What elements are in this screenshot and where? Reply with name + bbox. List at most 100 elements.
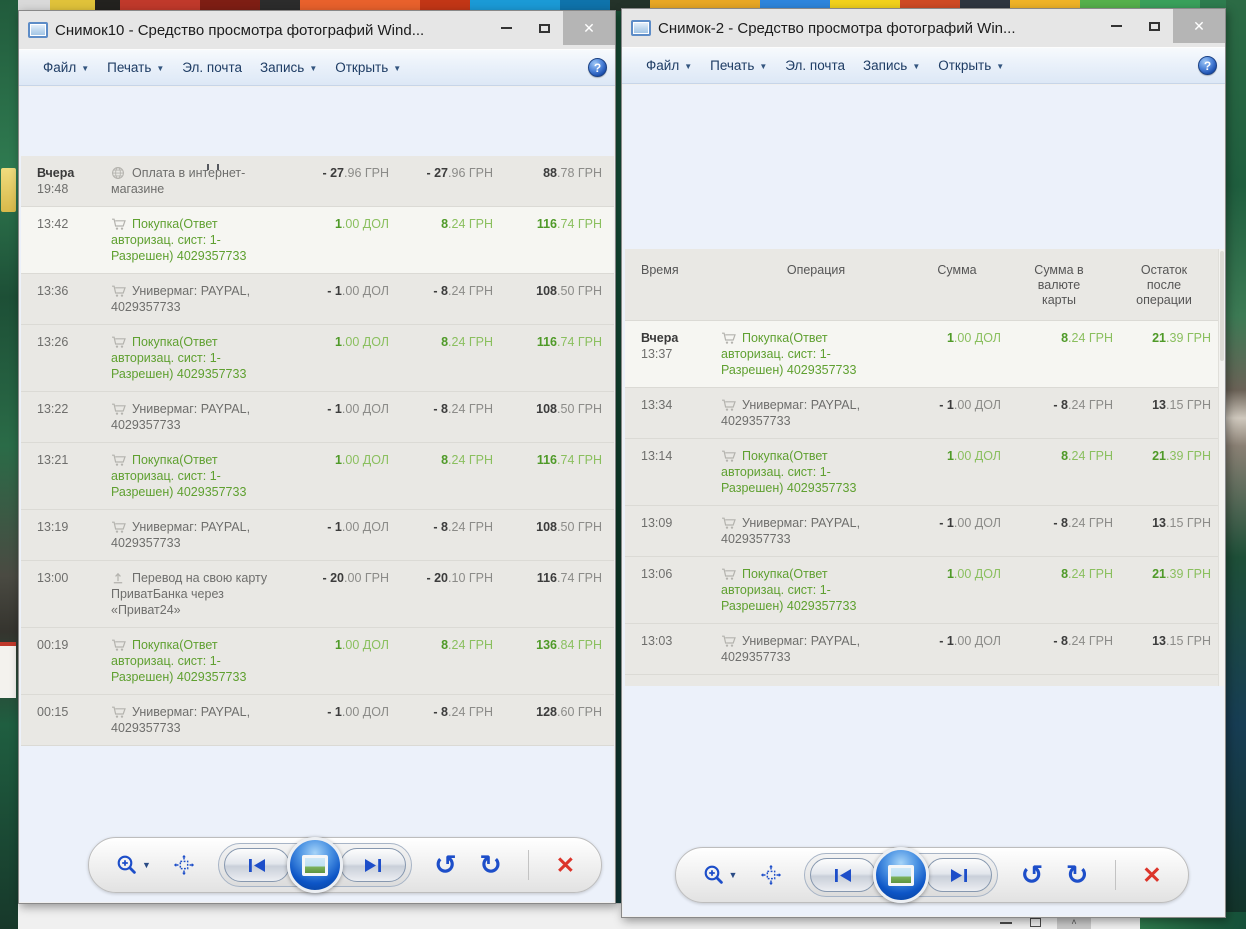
rotate-clockwise-button[interactable]: ↻ bbox=[479, 852, 502, 879]
transaction-balance-after: 136.84 ГРН bbox=[536, 638, 602, 652]
transaction-amount-card-currency: 8.24 ГРН bbox=[441, 335, 493, 349]
transaction-row: 13:21 Покупка(Ответ авторизац. сист: 1-Ра… bbox=[21, 443, 614, 510]
transaction-amount-card-currency: 8.24 ГРН bbox=[1061, 331, 1113, 345]
maximize-button[interactable] bbox=[1135, 9, 1173, 43]
cart-icon bbox=[721, 634, 737, 647]
transaction-description: Покупка(Ответ авторизац. сист: 1-Разреше… bbox=[721, 331, 857, 377]
desktop-folder-icon bbox=[1, 168, 16, 212]
transaction-amount-card-currency: - 8.24 ГРН bbox=[1053, 398, 1113, 412]
menu-open[interactable]: Открыть ▼ bbox=[335, 60, 402, 75]
close-button[interactable]: ✕ bbox=[1173, 9, 1225, 43]
chevron-up-icon: ˄ bbox=[1057, 916, 1091, 929]
transaction-balance-after: 108.50 ГРН bbox=[536, 402, 602, 416]
transaction-time: Вчера 13:37 bbox=[641, 330, 721, 378]
transaction-description: Универмаг: PAYPAL, 4029357733 bbox=[111, 520, 251, 550]
previous-button[interactable] bbox=[223, 848, 290, 882]
zoom-button[interactable]: ▼ bbox=[115, 853, 151, 877]
transaction-description: Универмаг: PAYPAL, 4029357733 bbox=[111, 705, 251, 735]
minimize-button[interactable] bbox=[487, 11, 525, 45]
transaction-amount-card-currency: 8.24 ГРН bbox=[441, 453, 493, 467]
transaction-amount-card-currency: 8.24 ГРН bbox=[441, 638, 493, 652]
transaction-time: 13:21 bbox=[37, 453, 69, 467]
menu-file[interactable]: Файл ▼ bbox=[43, 60, 90, 75]
transaction-amount: 1.00 ДОЛ bbox=[334, 217, 389, 231]
maximize-button[interactable] bbox=[525, 11, 563, 45]
transaction-description: Покупка(Ответ авторизац. сист: 1-Разреше… bbox=[111, 638, 247, 684]
minimize-button[interactable] bbox=[1097, 9, 1135, 43]
fit-to-window-icon bbox=[174, 854, 195, 876]
transaction-time: 13:09 bbox=[641, 516, 673, 530]
rotate-clockwise-button[interactable]: ↻ bbox=[1066, 862, 1089, 889]
transaction-amount: - 1.00 ДОЛ bbox=[327, 520, 389, 534]
transaction-amount-card-currency: - 8.24 ГРН bbox=[433, 705, 493, 719]
rotate-clockwise-icon: ↻ bbox=[1065, 859, 1089, 891]
maximize-icon bbox=[538, 23, 550, 33]
title-bar[interactable]: Снимок10 - Средство просмотра фотографий… bbox=[19, 11, 615, 49]
transaction-balance-after: 13.15 ГРН bbox=[1152, 398, 1211, 412]
rotate-counterclockwise-button[interactable]: ↺ bbox=[434, 852, 457, 879]
close-icon: ✕ bbox=[583, 19, 595, 36]
chevron-down-icon: ▼ bbox=[759, 62, 768, 71]
transaction-amount-card-currency: 8.24 ГРН bbox=[1061, 449, 1113, 463]
slideshow-button[interactable] bbox=[873, 847, 930, 903]
transaction-balance-after: 21.39 ГРН bbox=[1152, 567, 1211, 581]
transaction-time: 13:00 bbox=[37, 571, 69, 585]
menu-email[interactable]: Эл. почта bbox=[785, 58, 846, 73]
transaction-time: 13:19 bbox=[37, 520, 69, 534]
delete-icon: ✕ bbox=[555, 851, 575, 878]
title-bar[interactable]: Снимок-2 - Средство просмотра фотографий… bbox=[622, 9, 1225, 47]
slideshow-button[interactable] bbox=[286, 837, 343, 893]
delete-button[interactable]: ✕ bbox=[1142, 863, 1161, 887]
close-button[interactable]: ✕ bbox=[563, 11, 615, 45]
fit-to-window-button[interactable] bbox=[760, 864, 782, 886]
transaction-balance-after: 108.50 ГРН bbox=[536, 284, 602, 298]
previous-button[interactable] bbox=[810, 858, 877, 892]
transaction-amount: - 1.00 ДОЛ bbox=[939, 516, 1001, 530]
menu-record[interactable]: Запись ▼ bbox=[260, 60, 318, 75]
minimize-icon bbox=[1110, 25, 1122, 27]
minimize-icon bbox=[500, 27, 512, 29]
slideshow-icon bbox=[888, 864, 915, 886]
transaction-description: Универмаг: PAYPAL, 4029357733 bbox=[111, 402, 251, 432]
transaction-row: 13:03 Универмаг: PAYPAL, 4029357733 - 1.00… bbox=[625, 624, 1224, 675]
cart-icon bbox=[111, 402, 127, 415]
transaction-row: 00:19 Покупка(Ответ авторизац. сист: 1-Ра… bbox=[21, 628, 614, 695]
column-header-time: Время bbox=[641, 263, 679, 277]
rotate-counterclockwise-button[interactable]: ↺ bbox=[1021, 862, 1044, 889]
transaction-balance-after: 108.50 ГРН bbox=[536, 520, 602, 534]
cart-icon bbox=[111, 638, 127, 651]
next-icon bbox=[951, 868, 968, 882]
zoom-button[interactable]: ▼ bbox=[702, 863, 737, 887]
menu-record[interactable]: Запись ▼ bbox=[863, 58, 921, 73]
fit-to-window-icon bbox=[760, 864, 781, 886]
transaction-description: Оплата в интернет-магазине bbox=[111, 166, 246, 196]
next-button[interactable] bbox=[339, 848, 406, 882]
menu-print[interactable]: Печать ▼ bbox=[107, 60, 165, 75]
column-header-operation: Операция bbox=[786, 263, 846, 277]
transaction-balance-after: 116.74 ГРН bbox=[536, 335, 602, 349]
transaction-day: Вчера bbox=[37, 166, 75, 180]
transaction-balance-after: 21.39 ГРН bbox=[1152, 449, 1211, 463]
fit-to-window-button[interactable] bbox=[173, 854, 195, 876]
desktop-background-left bbox=[0, 0, 18, 929]
transaction-amount-card-currency: - 8.24 ГРН bbox=[1053, 634, 1113, 648]
transaction-row: 13:26 Покупка(Ответ авторизац. сист: 1-Ра… bbox=[21, 325, 614, 392]
transaction-balance-after: 128.60 ГРН bbox=[536, 705, 602, 719]
transaction-row: 13:00 Перевод на свою карту ПриватБанка ч… bbox=[21, 561, 614, 628]
table-header: Время Операция Сумма Сумма в валюте карт… bbox=[625, 249, 1224, 321]
menu-bar: Файл ▼ Печать ▼ Эл. почта Запись ▼ Открыть ▼… bbox=[622, 47, 1225, 84]
help-button[interactable]: ? bbox=[588, 58, 607, 77]
photo-scrollbar bbox=[1218, 249, 1224, 686]
help-button[interactable]: ? bbox=[1198, 56, 1217, 75]
transfer-icon bbox=[111, 571, 127, 584]
next-button[interactable] bbox=[926, 858, 993, 892]
menu-file[interactable]: Файл ▼ bbox=[646, 58, 693, 73]
menu-print[interactable]: Печать ▼ bbox=[710, 58, 768, 73]
transaction-time: 13:34 bbox=[641, 398, 673, 412]
menu-email[interactable]: Эл. почта bbox=[182, 60, 243, 75]
delete-button[interactable]: ✕ bbox=[555, 851, 575, 878]
menu-open[interactable]: Открыть ▼ bbox=[938, 58, 1005, 73]
next-icon bbox=[364, 858, 381, 872]
transaction-balance-after: 21.39 ГРН bbox=[1152, 331, 1211, 345]
transaction-amount: 1.00 ДОЛ bbox=[946, 449, 1001, 463]
